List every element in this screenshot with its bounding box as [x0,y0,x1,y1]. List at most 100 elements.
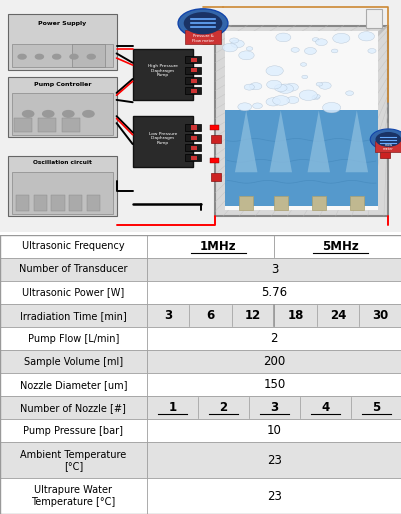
Circle shape [304,47,316,54]
Circle shape [243,84,254,90]
Text: Pump Pressure [bar]: Pump Pressure [bar] [23,426,123,436]
Bar [190,125,196,130]
Circle shape [238,51,253,60]
Text: Flow
meter: Flow meter [382,142,393,151]
Text: 2: 2 [270,332,277,345]
Circle shape [22,111,34,117]
Bar [238,196,253,210]
Circle shape [35,54,43,59]
Text: Ultrasonic Frequency: Ultrasonic Frequency [22,242,124,251]
Bar [190,146,196,150]
Bar [146,304,401,327]
Bar [311,196,325,210]
Bar [190,156,196,160]
Circle shape [358,32,374,41]
Text: 5MHz: 5MHz [322,240,358,253]
Text: 200: 200 [263,355,285,368]
Text: 10: 10 [266,425,281,437]
Text: Ultrapure Water
Temperature [°C]: Ultrapure Water Temperature [°C] [31,485,115,507]
Bar [365,9,381,28]
Text: 6: 6 [206,309,214,322]
Bar [0,327,146,350]
Circle shape [87,54,95,59]
Text: 2: 2 [219,401,227,414]
Circle shape [83,111,94,117]
Polygon shape [307,111,329,172]
Text: 23: 23 [266,454,281,467]
Circle shape [315,39,326,46]
Bar [146,281,401,304]
Text: Sample Volume [ml]: Sample Volume [ml] [24,357,123,367]
Circle shape [313,95,320,98]
Bar [0,396,146,419]
Text: Ultrasonic Power [W]: Ultrasonic Power [W] [22,287,124,298]
Bar [132,116,192,167]
Text: 5: 5 [371,401,380,414]
Bar [34,195,47,211]
Circle shape [290,47,298,52]
Text: Irradiation Time [min]: Irradiation Time [min] [20,310,126,321]
Text: Power Supply: Power Supply [38,21,86,26]
Text: 23: 23 [266,490,281,503]
Polygon shape [234,111,257,172]
Circle shape [265,98,280,106]
Text: Ambient Temperature
[°C]: Ambient Temperature [°C] [20,450,126,471]
Circle shape [43,111,54,117]
Circle shape [230,40,244,48]
Circle shape [18,54,26,59]
Bar [69,195,82,211]
Bar [210,157,219,162]
Circle shape [318,82,330,89]
Text: 150: 150 [263,378,285,391]
Bar [0,419,146,443]
Bar [12,93,112,135]
Bar [184,67,200,74]
Bar [215,26,387,216]
Bar [132,49,192,100]
Circle shape [286,97,298,103]
Text: High Pressure
Diaphragm
Pump: High Pressure Diaphragm Pump [148,64,177,78]
Bar [374,141,401,152]
Bar [0,235,146,258]
Circle shape [275,33,290,42]
Text: Number of Nozzle [#]: Number of Nozzle [#] [20,403,126,413]
Circle shape [222,43,237,52]
Circle shape [330,49,337,53]
Bar [190,68,196,72]
Bar [146,396,401,419]
Circle shape [298,90,316,100]
Circle shape [70,54,78,59]
Text: Number of Transducer: Number of Transducer [19,265,127,274]
Circle shape [229,38,238,43]
Circle shape [249,83,261,90]
Bar [12,172,112,214]
Bar [273,196,287,210]
Bar [184,134,200,141]
Bar [14,119,32,133]
Circle shape [332,33,349,43]
Circle shape [375,132,400,147]
Bar [190,89,196,93]
Bar [379,150,389,158]
Bar [146,443,401,478]
Bar [184,87,200,94]
Bar [146,373,401,396]
Bar [16,195,29,211]
Bar [51,195,65,211]
Text: 1: 1 [168,401,176,414]
Polygon shape [345,111,367,172]
Bar [146,478,401,514]
Bar [146,350,401,373]
Text: 3: 3 [164,309,172,322]
Bar [184,144,200,151]
Text: 18: 18 [287,309,303,322]
Circle shape [311,95,319,100]
Circle shape [183,12,222,34]
Circle shape [53,54,61,59]
Circle shape [301,75,307,79]
Circle shape [63,111,74,117]
Circle shape [277,84,293,94]
Bar [184,124,200,131]
Text: 5.76: 5.76 [261,286,287,299]
Bar [38,119,56,133]
